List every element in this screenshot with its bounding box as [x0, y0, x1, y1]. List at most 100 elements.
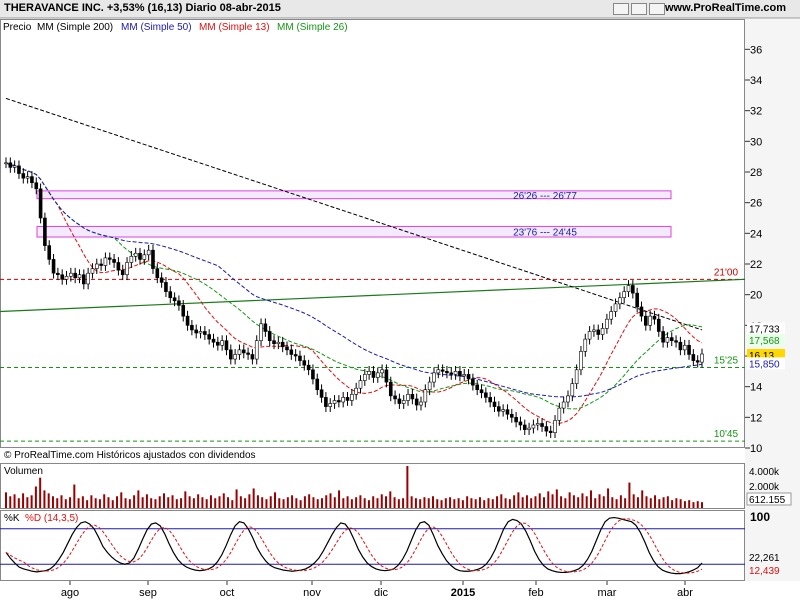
candle-body [527, 427, 531, 430]
stoch-d-line [5, 518, 703, 574]
candle-body [358, 380, 363, 389]
minimize-icon[interactable] [613, 3, 629, 15]
candle-body [172, 297, 177, 302]
candle-body [198, 331, 203, 334]
candle-body [639, 306, 644, 317]
candle-body [47, 245, 52, 260]
candle-body [440, 369, 445, 372]
candle-body [228, 349, 233, 360]
level-label: 10'45 [714, 429, 739, 440]
candle-body [592, 329, 596, 332]
candle-body [644, 315, 648, 326]
stoch-tick-label: 100 [750, 510, 770, 524]
stoch-d-label[interactable]: %D (14,3,5) [25, 513, 79, 524]
close-icon[interactable] [649, 3, 665, 15]
candle-body [540, 423, 544, 427]
zone-label: 26'26 --- 26'77 [513, 191, 577, 202]
candle-body [82, 274, 86, 285]
candle-body [159, 277, 164, 283]
candle-body [531, 424, 536, 429]
candle-body [518, 421, 523, 426]
candle-body [112, 259, 116, 263]
resistance-zone [36, 190, 672, 200]
x-tick-label: feb [528, 587, 543, 599]
candle-body [548, 430, 553, 433]
legend-price[interactable]: Precio [3, 22, 32, 33]
candle-body [116, 262, 121, 271]
candle-body [406, 394, 410, 401]
price-tick-label: 28 [750, 167, 762, 179]
maximize-icon[interactable] [631, 3, 647, 15]
volume-label[interactable]: Volumen [4, 466, 43, 477]
candle-body [600, 328, 605, 335]
candle-body [423, 389, 428, 403]
candle-body [674, 340, 678, 343]
candle-body [125, 262, 129, 276]
candle-body [302, 360, 307, 366]
candle-body [241, 349, 246, 354]
candle-body [471, 378, 475, 386]
candle-body [427, 381, 432, 391]
candle-body [164, 282, 168, 292]
candle-body [211, 338, 216, 343]
candle-body [220, 340, 224, 346]
candle-body [155, 268, 160, 279]
candle-body [337, 400, 341, 403]
candle-body [237, 349, 242, 355]
candle-body [669, 337, 674, 341]
candle-body [414, 398, 419, 406]
candle-body [207, 334, 211, 340]
candle-body [388, 381, 393, 397]
candle-body [43, 217, 47, 246]
stoch-k-label[interactable]: %K [4, 513, 20, 524]
candle-body [652, 315, 657, 320]
candle-body [120, 269, 125, 276]
candle-body [289, 349, 294, 355]
volume-tick-label: 2.000k [749, 482, 780, 493]
legend-ma200[interactable]: MM (Simple 200) [37, 22, 114, 33]
legend-ma13[interactable]: MM (Simple 13) [199, 22, 270, 33]
candle-body [254, 340, 259, 360]
candle-body [635, 292, 639, 308]
last-value-label: 15,850 [749, 359, 780, 370]
candle-body [272, 340, 276, 345]
candle-body [259, 323, 263, 341]
candle-body [695, 360, 700, 363]
candle-body [51, 259, 56, 274]
price-tick-label: 20 [750, 290, 762, 302]
candle-body [458, 371, 462, 377]
chart-title: THERAVANCE INC. +3,53% (16,13) Diario 08… [4, 2, 281, 14]
candle-body [574, 369, 579, 384]
price-tick-label: 24 [750, 228, 762, 240]
price-tick-label: 14 [750, 382, 762, 394]
candle-body [397, 398, 402, 404]
candle-body [246, 352, 250, 355]
price-tick-label: 30 [750, 136, 762, 148]
candle-body [345, 397, 350, 401]
candle-body [371, 371, 376, 378]
candle-body [557, 407, 562, 421]
candle-body [332, 400, 337, 404]
candle-body [181, 305, 186, 317]
legend-ma50[interactable]: MM (Simple 50) [121, 22, 192, 33]
x-tick-label: abr [677, 587, 693, 599]
title-bar [0, 0, 800, 18]
candle-body [587, 331, 592, 340]
candle-body [631, 285, 635, 294]
site-link[interactable]: www.ProRealTime.com [665, 2, 787, 14]
price-tick-label: 26 [750, 198, 762, 210]
candle-body [25, 176, 30, 179]
price-tick-label: 34 [750, 75, 762, 87]
volume-last-value: 612.155 [749, 495, 786, 506]
candle-body [505, 409, 510, 415]
legend-ma26[interactable]: MM (Simple 26) [277, 22, 348, 33]
candle-body [30, 176, 34, 184]
stoch-panel [0, 510, 745, 581]
candle-body [38, 188, 43, 219]
candle-body [687, 344, 691, 355]
candle-body [276, 341, 281, 345]
candle-body [168, 291, 173, 299]
candle-body [138, 252, 142, 260]
candle-body [561, 401, 566, 409]
x-tick-label: oct [220, 587, 235, 599]
